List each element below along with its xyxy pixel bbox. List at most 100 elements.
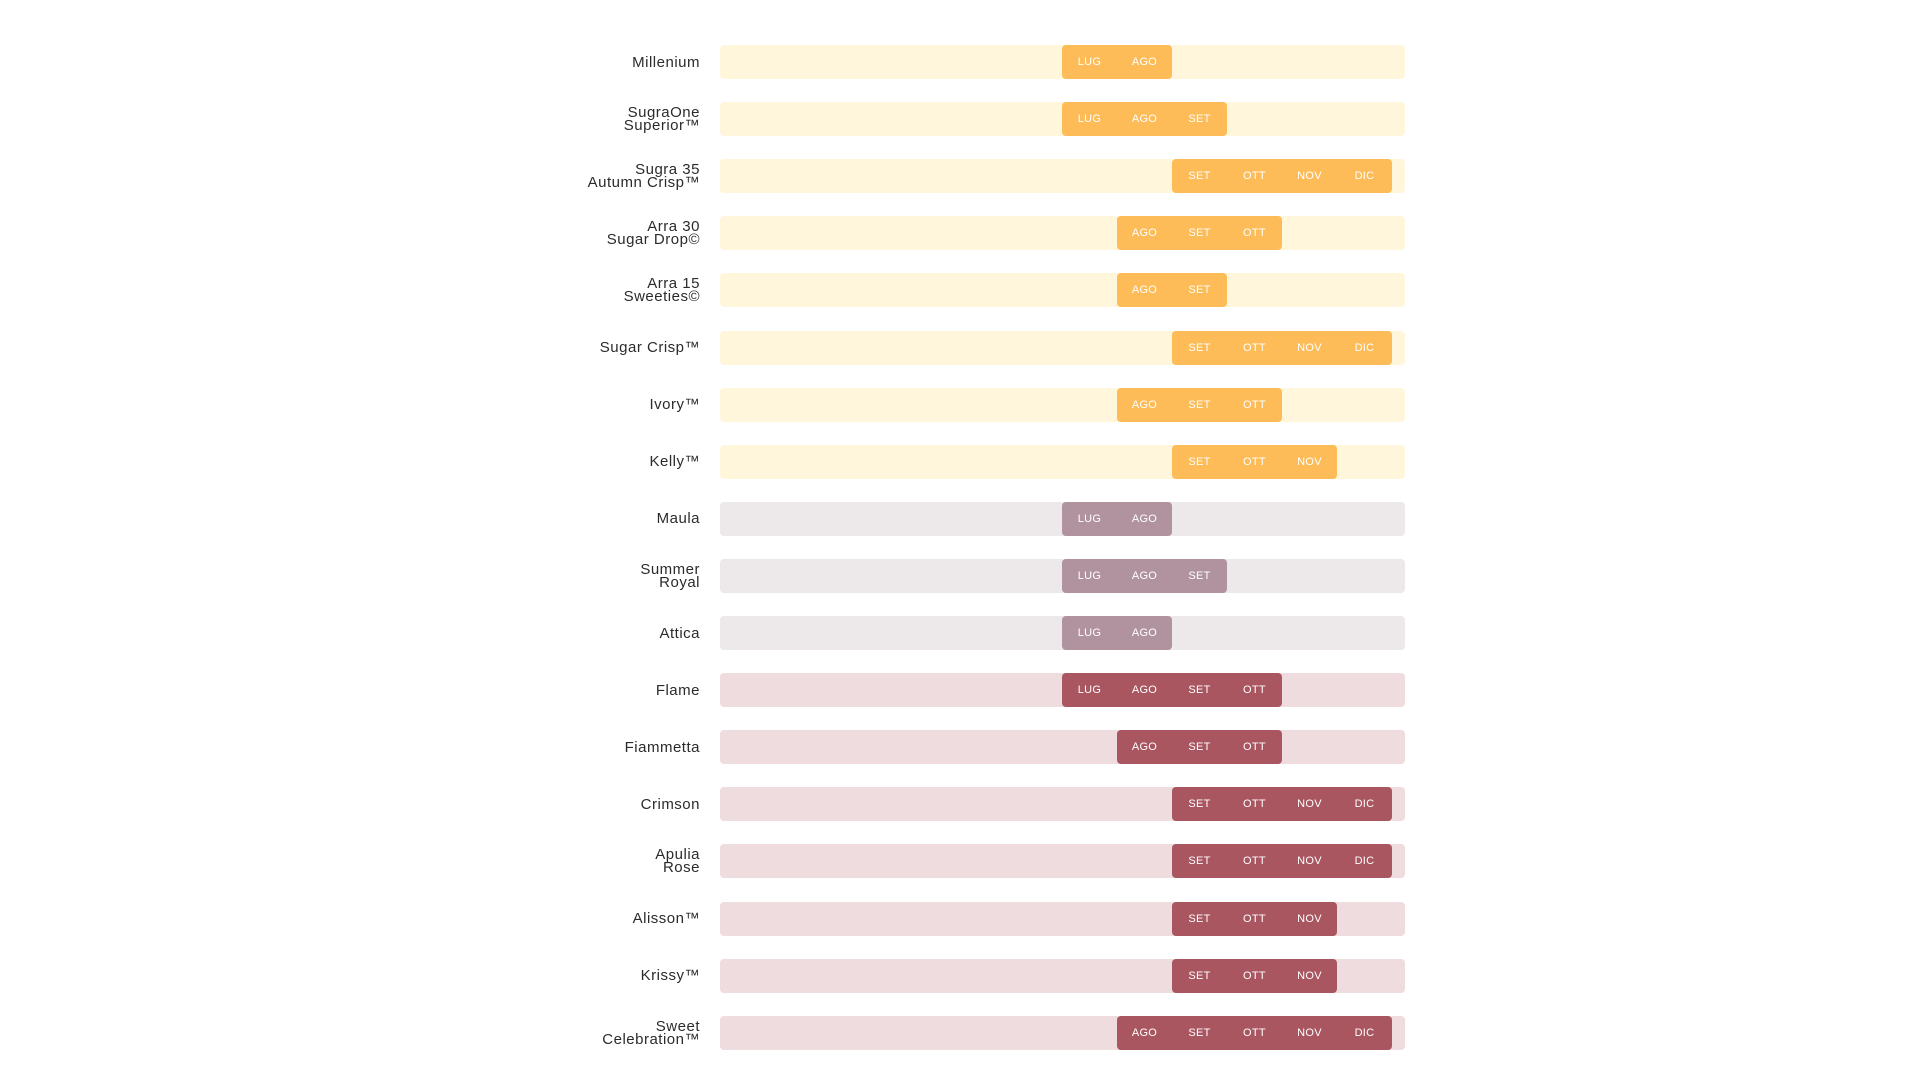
row-label: Arra 30 Sugar Drop© [606, 218, 700, 249]
row-label-line: Fiammetta [624, 738, 700, 756]
season-bar [1062, 501, 1172, 536]
row-label: Sweet Celebration™ [602, 1017, 700, 1047]
row-label-line: Attica [659, 624, 700, 642]
month-label: LUG [1077, 627, 1102, 639]
season-bar [1172, 958, 1337, 993]
month-label: DIC [1354, 341, 1375, 354]
row-label: Alisson™ [632, 910, 700, 927]
month-label: SET [1188, 398, 1211, 411]
month-label: SET [1188, 569, 1211, 582]
month-label: SET [1188, 227, 1211, 240]
month-label: LUG [1077, 684, 1102, 697]
month-label: AGO [1131, 113, 1158, 126]
season-bar [1117, 273, 1227, 308]
month-label: AGO [1131, 1026, 1158, 1039]
month-label: SET [1188, 284, 1211, 297]
season-bar [1062, 45, 1172, 79]
row-label-line: Kelly™ [649, 453, 700, 471]
season-bar [1172, 330, 1392, 365]
month-label: OTT [1243, 912, 1266, 925]
month-label: AGO [1131, 741, 1158, 754]
season-bar [1172, 444, 1337, 479]
month-label: SET [1188, 798, 1211, 811]
season-bar [1117, 730, 1282, 765]
month-label: NOV [1297, 455, 1322, 468]
row-label-line: Alisson™ [632, 910, 700, 927]
month-label: AGO [1131, 227, 1158, 240]
month-label: DIC [1354, 170, 1375, 183]
month-label: AGO [1131, 684, 1158, 697]
row-label-line: Millenium [632, 53, 700, 71]
month-label: AGO [1131, 284, 1158, 297]
month-label: OTT [1243, 341, 1266, 354]
season-bar [1117, 1015, 1392, 1050]
month-label: NOV [1297, 969, 1322, 982]
month-label: LUG [1077, 113, 1102, 126]
row-label: Flame [655, 681, 700, 699]
month-label: NOV [1297, 855, 1322, 868]
row-label: Attica [659, 624, 700, 642]
row-label-line: Krissy™ [640, 967, 700, 985]
row-label-line: Sweeties© [623, 288, 700, 306]
month-label: SET [1188, 969, 1211, 982]
row-track [720, 730, 1405, 765]
row-label-line: Arra 15 [647, 275, 700, 293]
month-label: SET [1188, 855, 1211, 868]
row-label-line: Sugar Crisp™ [599, 339, 700, 356]
month-label: OTT [1243, 455, 1266, 468]
month-label: AGO [1131, 569, 1158, 582]
row-label-line: Sugra 35 [635, 161, 700, 179]
row-label: Arra 15 Sweeties© [623, 275, 700, 306]
month-label: SET [1188, 170, 1211, 183]
season-bar [1172, 787, 1392, 822]
season-bar [1062, 616, 1172, 650]
month-label: LUG [1077, 56, 1102, 68]
row-track [720, 387, 1405, 422]
row-label-line: Sugar Drop© [606, 231, 700, 249]
row-label: Crimson [640, 795, 700, 813]
month-label: SET [1188, 684, 1211, 697]
month-label: OTT [1243, 798, 1266, 811]
row-label: Summer Royal [640, 560, 700, 591]
season-bar [1172, 159, 1392, 194]
row-label-line: Summer [640, 560, 700, 578]
month-label: OTT [1243, 398, 1266, 411]
season-bar [1172, 901, 1337, 936]
month-label: SET [1188, 113, 1211, 126]
row-label-line: Flame [655, 681, 700, 699]
row-label-line: Sweet [655, 1017, 700, 1035]
row-label: Kelly™ [649, 453, 700, 471]
month-label: NOV [1297, 341, 1322, 354]
month-label: SET [1188, 455, 1211, 468]
row-label-line: Apulia [655, 846, 700, 864]
month-label: SET [1188, 341, 1211, 354]
row-label: Millenium [632, 53, 700, 71]
month-label: AGO [1131, 56, 1158, 68]
row-label-line: Autumn Crisp™ [587, 174, 700, 192]
month-label: OTT [1243, 227, 1266, 240]
row-label-line: Royal [659, 573, 700, 591]
month-label: OTT [1243, 684, 1266, 697]
month-label: SET [1188, 741, 1211, 754]
month-label: LUG [1077, 569, 1102, 582]
month-label: NOV [1297, 798, 1322, 811]
row-label: Sugra 35 Autumn Crisp™ [587, 161, 700, 192]
season-bar [1062, 673, 1282, 708]
month-label: OTT [1243, 170, 1266, 183]
row-label-line: Crimson [640, 795, 700, 813]
season-bar [1172, 844, 1392, 879]
row-label-line: Maula [656, 510, 700, 528]
row-label-line: Arra 30 [647, 218, 700, 236]
row-label: Krissy™ [640, 967, 700, 985]
row-label-line: Ivory™ [649, 396, 700, 414]
month-label: OTT [1243, 969, 1266, 982]
row-label-line: Superior™ [623, 117, 700, 135]
row-track [720, 273, 1405, 308]
season-bar [1062, 102, 1227, 137]
month-label: LUG [1077, 512, 1102, 525]
month-label: SET [1188, 1026, 1211, 1039]
row-label-line: Rose [662, 859, 700, 877]
season-bar [1062, 558, 1227, 593]
row-label: Apulia Rose [655, 846, 700, 877]
month-label: NOV [1297, 912, 1322, 925]
